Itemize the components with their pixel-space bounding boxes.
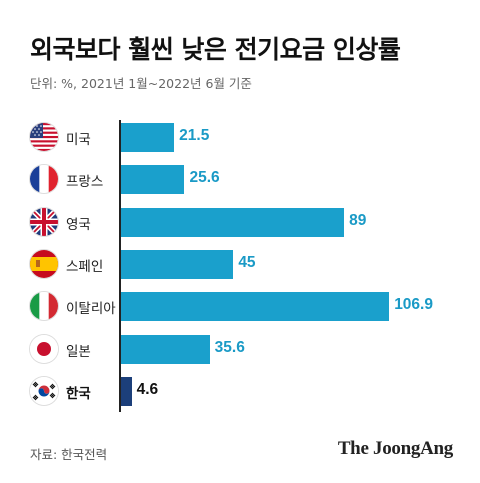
chart-row: 이탈리아 106.9 bbox=[0, 286, 480, 326]
category-label: 한국 bbox=[66, 385, 91, 402]
bar-chart: 미국 21.5 프랑스 25.6 영국 89 스페인 45 이탈리아 106.9 일본 35.6 한국 4… bbox=[0, 110, 480, 420]
source-note: 자료: 한국전력 bbox=[30, 447, 108, 462]
us-flag-icon bbox=[30, 123, 58, 151]
chart-subtitle: 단위: %, 2021년 1월~2022년 6월 기준 bbox=[30, 76, 252, 91]
category-label: 일본 bbox=[66, 343, 91, 360]
chart-row: 미국 21.5 bbox=[0, 117, 480, 157]
category-label: 이탈리아 bbox=[66, 301, 116, 318]
chart-row: 스페인 45 bbox=[0, 244, 480, 284]
korea-flag-icon bbox=[30, 376, 58, 405]
bar bbox=[120, 165, 185, 195]
chart-row: 영국 89 bbox=[0, 202, 480, 242]
italy-flag-icon bbox=[30, 292, 58, 321]
bar bbox=[120, 292, 390, 322]
chart-row: 프랑스 25.6 bbox=[0, 159, 480, 199]
bar bbox=[120, 376, 132, 406]
brand-logo: The JoongAng bbox=[337, 438, 453, 459]
bar bbox=[120, 207, 345, 237]
category-label: 미국 bbox=[66, 132, 91, 148]
japan-flag-icon bbox=[30, 334, 58, 363]
bar bbox=[120, 249, 234, 279]
data-label: 25.6 bbox=[189, 169, 220, 187]
data-label: 35.6 bbox=[214, 338, 245, 356]
category-label: 프랑스 bbox=[66, 174, 104, 191]
chart-row: 한국 4.6 bbox=[0, 371, 480, 411]
category-label: 스페인 bbox=[66, 258, 104, 275]
data-label: 89 bbox=[349, 211, 367, 229]
data-label: 21.5 bbox=[179, 127, 210, 144]
chart-row: 일본 35.6 bbox=[0, 329, 480, 369]
bar bbox=[120, 123, 175, 152]
data-label: 45 bbox=[238, 253, 256, 271]
bar bbox=[120, 334, 210, 364]
spain-flag-icon bbox=[30, 249, 58, 278]
data-label: 4.6 bbox=[136, 380, 159, 398]
france-flag-icon bbox=[30, 165, 58, 194]
data-label: 106.9 bbox=[394, 296, 433, 314]
uk-flag-icon bbox=[30, 207, 58, 236]
category-label: 영국 bbox=[66, 216, 91, 233]
y-axis-line bbox=[119, 120, 121, 412]
chart-title: 외국보다 훨씬 낮은 전기요금 인상률 bbox=[30, 35, 401, 64]
